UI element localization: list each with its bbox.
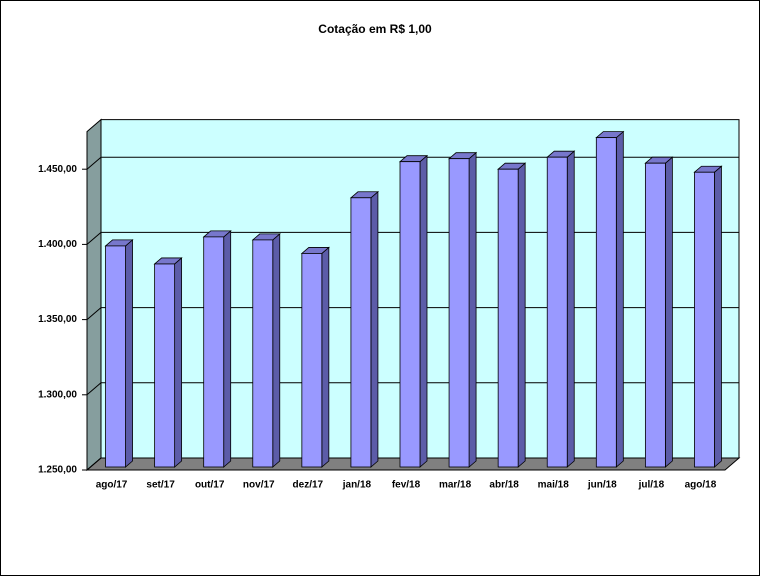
bar-front [497, 168, 519, 468]
bar [251, 233, 281, 468]
bar [349, 190, 380, 468]
grid-segment [86, 382, 739, 396]
bar-front [448, 158, 470, 468]
x-tick-label: set/17 [146, 480, 175, 491]
x-tick-label: mai/18 [538, 480, 570, 491]
bar-front [644, 162, 666, 468]
y-tick-label: 1.400,00 [38, 239, 77, 250]
bar-side [468, 151, 477, 468]
bar [595, 130, 625, 468]
x-tick-label: dez/17 [293, 480, 324, 491]
bar-side [664, 156, 673, 468]
bar-front [105, 245, 126, 468]
bar-front [252, 239, 274, 468]
bar [398, 154, 429, 468]
bar-front [694, 171, 715, 468]
grid-line [86, 382, 739, 396]
grid-segment [86, 457, 739, 471]
bar-front [154, 263, 176, 468]
y-tick-label: 1.300,00 [38, 389, 77, 400]
x-tick-label: out/17 [195, 480, 225, 491]
x-tick-label: jan/18 [342, 480, 372, 491]
bar-side [714, 165, 722, 468]
x-tick-label: jun/18 [587, 480, 617, 491]
bar [202, 230, 232, 468]
grid-line [86, 307, 739, 320]
grid-line [86, 457, 739, 471]
x-tick-label: ago/18 [685, 480, 717, 491]
bar-side [174, 257, 183, 468]
bar [693, 165, 723, 468]
side-wall [86, 118, 102, 472]
grid-segment [86, 231, 739, 245]
x-tick-label: nov/17 [243, 480, 275, 491]
bar-front [399, 161, 421, 468]
bar-side [370, 190, 379, 468]
bar [104, 239, 134, 468]
bar-front [350, 197, 372, 468]
y-tick-label: 1.450,00 [38, 164, 77, 175]
chart-title: Cotação em R$ 1,00 [318, 22, 432, 36]
bar [546, 150, 576, 468]
grid-line [86, 156, 739, 170]
bar-side [615, 130, 624, 468]
bar-side [321, 246, 330, 468]
grid-segment [86, 307, 739, 320]
x-tick-label: ago/17 [96, 480, 128, 491]
bar [300, 246, 330, 468]
bar-side [272, 233, 281, 468]
grid-line [86, 231, 739, 245]
x-tick-label: abr/18 [489, 480, 519, 491]
bar [644, 156, 674, 468]
bar [447, 151, 478, 468]
bar-side [223, 230, 232, 468]
bar-side [517, 162, 526, 468]
x-tick-label: fev/18 [392, 480, 421, 491]
bar-front [203, 236, 225, 468]
bar [153, 257, 183, 468]
grid-segment [86, 156, 739, 170]
x-tick-label: jul/18 [638, 480, 665, 491]
bar-side [125, 239, 133, 468]
y-tick-label: 1.350,00 [38, 314, 77, 325]
bar [497, 162, 527, 468]
bar-side [566, 150, 575, 468]
bar-side [419, 154, 428, 468]
y-tick-label: 1.250,00 [38, 465, 77, 476]
bar-front [546, 156, 568, 468]
bar-front [595, 137, 617, 468]
bar-front [301, 253, 323, 468]
x-tick-label: mar/18 [439, 480, 472, 491]
